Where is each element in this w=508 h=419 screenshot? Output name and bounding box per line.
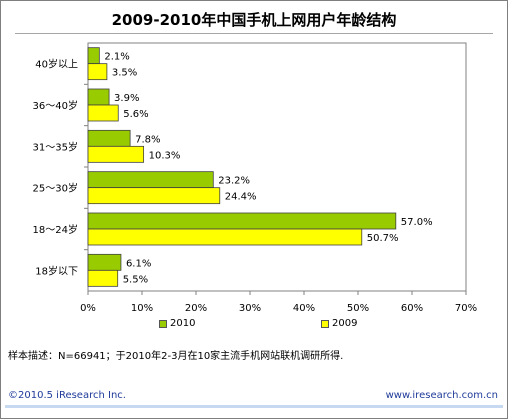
x-tick-label: 50% [347, 303, 369, 314]
x-tick-label: 0% [80, 303, 96, 314]
bar-2010 [87, 88, 110, 106]
x-tick-label: 20% [185, 303, 207, 314]
chart-title: 2009-2010年中国手机上网用户年龄结构 [111, 11, 397, 29]
category-label: 18～24岁 [33, 223, 78, 236]
legend-swatch-2010 [159, 319, 167, 328]
legend-item-2009: 2009 [321, 318, 357, 329]
footer-divider [5, 405, 503, 408]
data-label-2010: 7.8% [135, 134, 160, 145]
bar-2009 [87, 187, 221, 205]
bar-2010 [87, 212, 397, 230]
legend-label-2009: 2009 [332, 318, 358, 329]
website-url: www.iresearch.com.cn [385, 390, 498, 401]
category-label: 25～30岁 [33, 182, 78, 195]
bar-2009 [87, 269, 119, 287]
title-divider [15, 33, 493, 34]
data-label-2010: 6.1% [126, 258, 151, 269]
data-label-2009: 50.7% [367, 233, 399, 244]
legend-swatch-2009 [321, 319, 329, 328]
x-tick-label: 70% [455, 303, 477, 314]
data-label-2009: 24.4% [225, 192, 257, 203]
data-label-2010: 3.9% [114, 93, 139, 104]
bar-2010 [87, 47, 100, 65]
bar-chart: 0% 10% 20% 30% 40% 50% 60% 70% 40岁以上 2.1% 3.5% 36～4… [33, 42, 477, 314]
bar-2010 [87, 171, 214, 189]
bar-2009 [87, 63, 108, 81]
data-label-2009: 10.3% [149, 150, 181, 161]
x-tick-label: 10% [131, 303, 153, 314]
bar-2009 [87, 228, 363, 246]
plot-area [87, 42, 467, 292]
bar-2009 [87, 145, 145, 163]
x-tick-label: 30% [239, 303, 261, 314]
bar-2010 [87, 253, 122, 271]
legend-item-2010: 2010 [159, 318, 195, 329]
legend-label-2010: 2010 [170, 318, 196, 329]
category-label: 18岁以下 [35, 264, 78, 277]
category-label: 40岁以上 [35, 58, 78, 71]
bar-2010 [87, 129, 131, 147]
sample-note: 样本描述：N=66941；于2010年2-3月在10家主流手机网站联机调研所得. [8, 351, 344, 362]
data-label-2010: 57.0% [401, 217, 433, 228]
x-tick-label: 60% [401, 303, 423, 314]
bar-2009 [87, 104, 119, 122]
data-label-2010: 2.1% [104, 52, 129, 63]
data-label-2009: 5.5% [123, 274, 148, 285]
data-label-2009: 3.5% [112, 68, 137, 79]
copyright-text: ©2010.5 iResearch Inc. [8, 390, 126, 401]
x-tick-label: 40% [293, 303, 315, 314]
data-label-2010: 23.2% [218, 176, 250, 187]
category-label: 36～40岁 [33, 99, 78, 112]
category-label: 31～35岁 [33, 140, 78, 153]
data-label-2009: 5.6% [123, 109, 148, 120]
